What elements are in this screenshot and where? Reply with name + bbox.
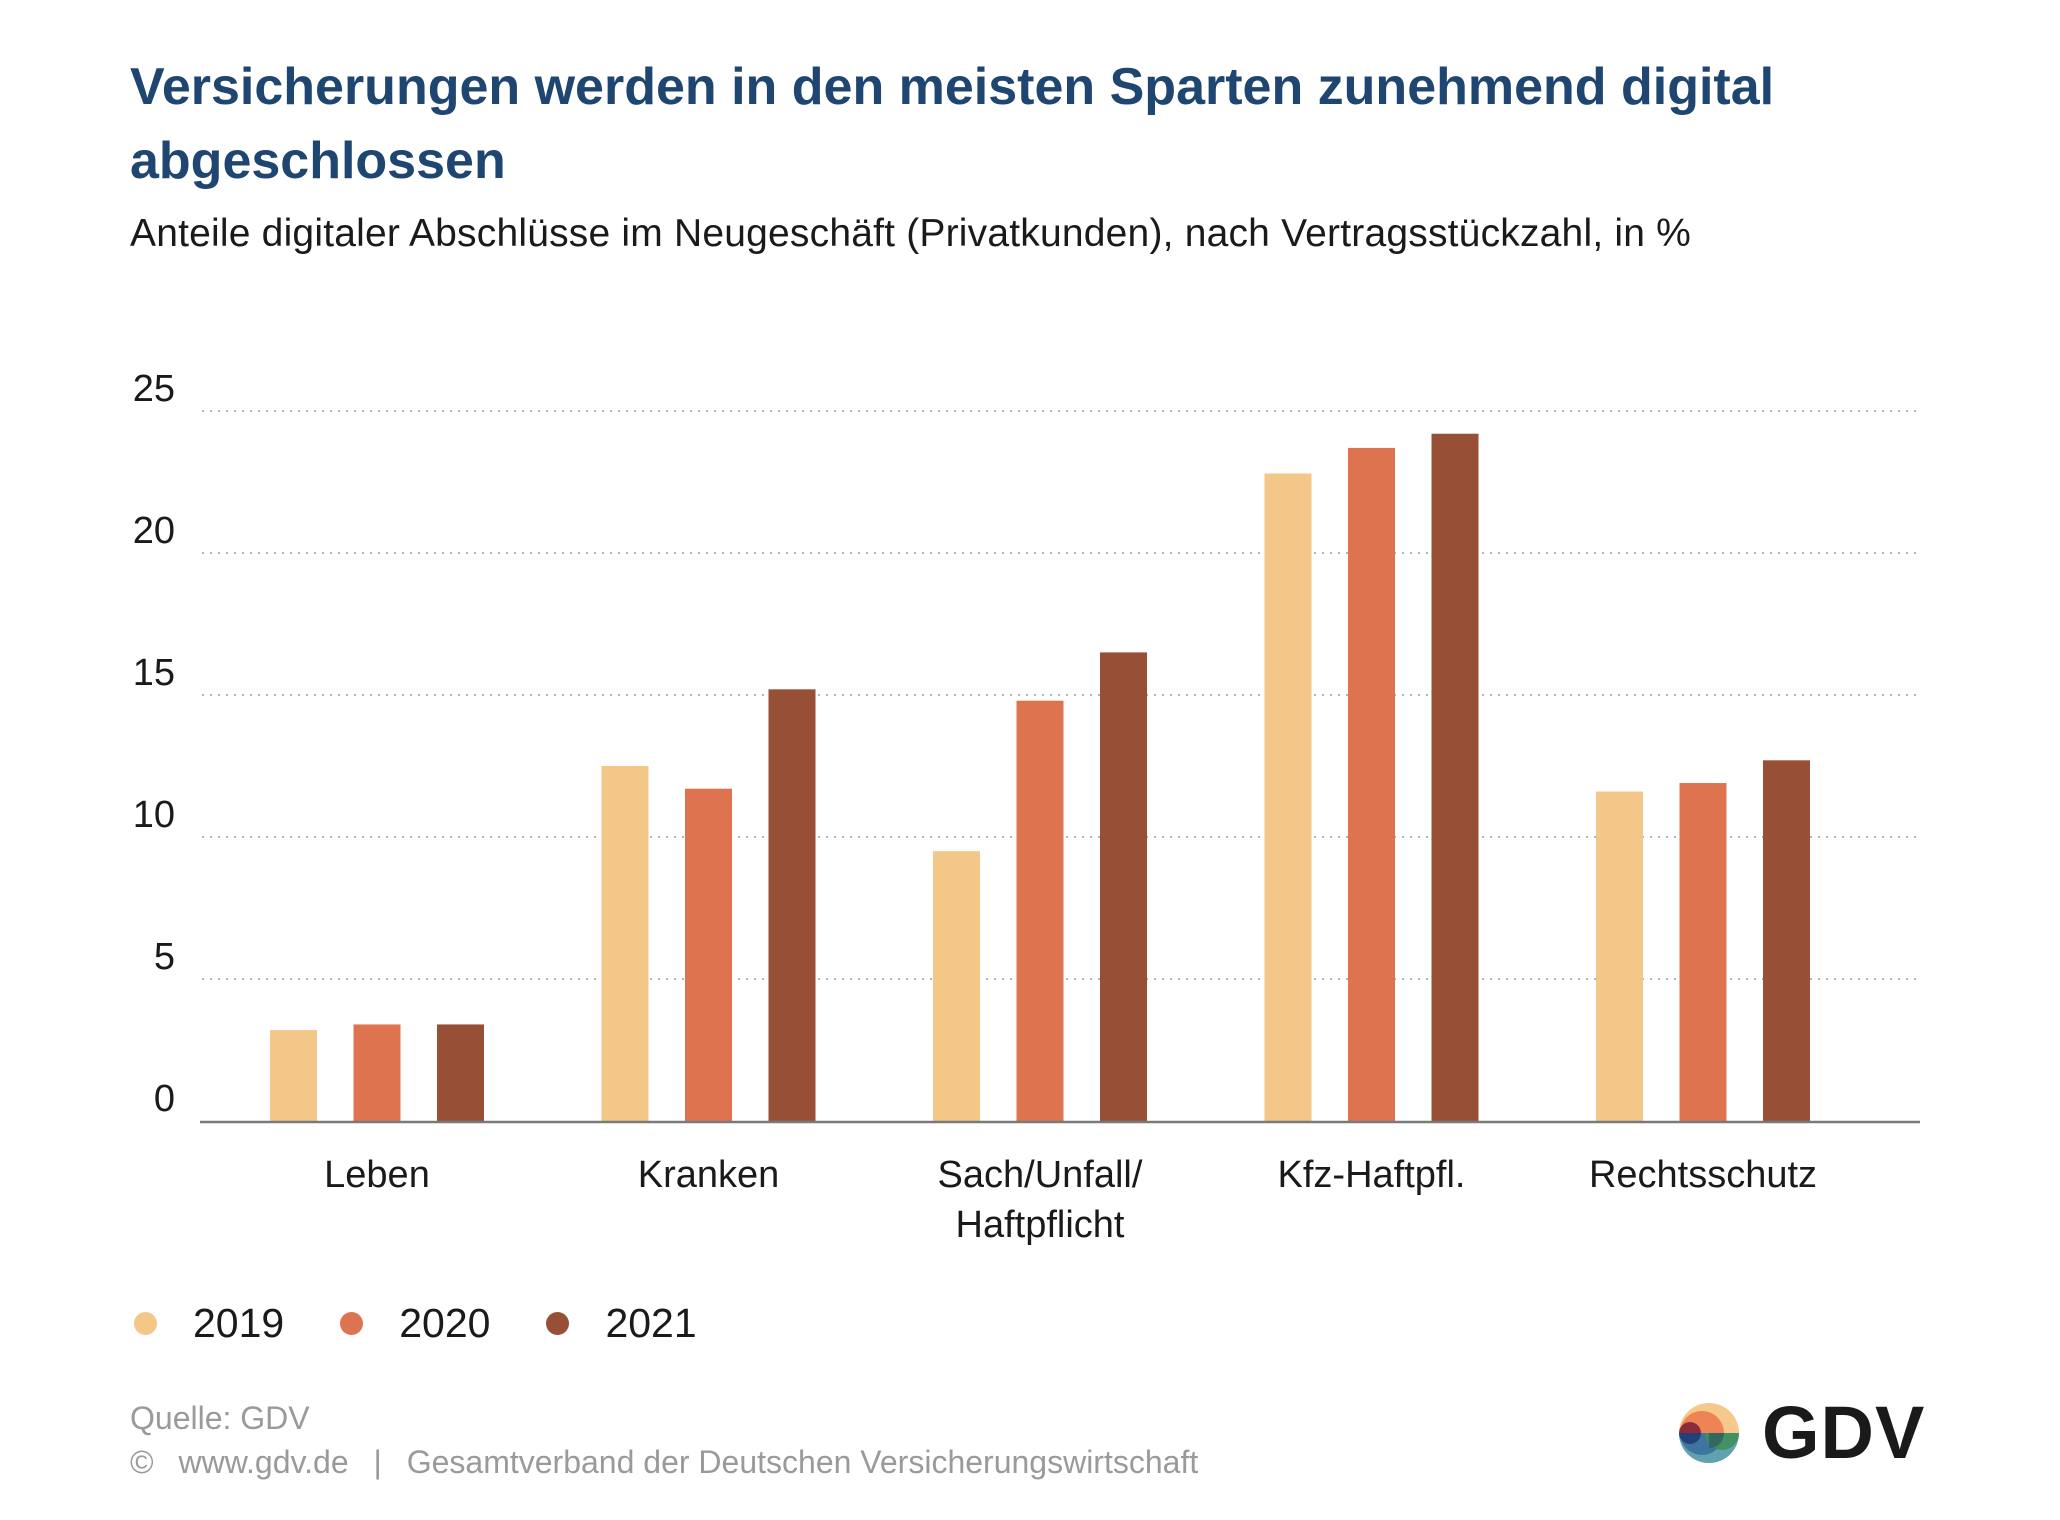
legend-item-2019: 2019 [130,1300,284,1347]
chart-subtitle: Anteile digitaler Abschlüsse im Neugesch… [130,212,1692,255]
website-link[interactable]: www.gdv.de [178,1444,349,1480]
gdv-logo: GDV [1678,1396,1925,1470]
legend-dot-icon [546,1312,570,1335]
legend-item-2020: 2020 [336,1300,490,1347]
x-tick-label: Kranken [638,1154,780,1196]
legend-label: 2020 [399,1300,491,1346]
bar-2019-1 [601,766,649,1121]
y-axis-ticks: 0 5 10 15 20 25 [133,368,175,1120]
bar-2021-2 [1100,652,1147,1121]
bar-2019-2 [933,851,980,1121]
bar-2020-4 [1679,783,1727,1121]
bar-2020-2 [1016,700,1064,1121]
legend-dot-icon [340,1312,364,1335]
bar-2020-3 [1348,447,1395,1121]
x-tick-label: Sach/Unfall/Haftpflicht [938,1154,1143,1246]
bar-chart: 0 5 10 15 20 25 Leben Kranken Sach/Unfall/Haftp… [133,368,1920,1246]
gdv-logo-text: GDV [1762,1391,1926,1474]
bar-2019-0 [270,1030,317,1121]
x-tick-label: Rechtsschutz [1589,1154,1817,1196]
bar-2019-4 [1596,791,1643,1121]
legend: 2019 2020 2021 [130,1300,749,1347]
x-tick-label: Leben [324,1154,430,1196]
legend-dot-icon [134,1312,157,1335]
legend-label: 2021 [605,1300,697,1346]
legend-label: 2019 [193,1300,285,1346]
footer: Quelle: GDV © www.gdv.de | Gesamtverband… [130,1396,1198,1484]
copyright-icon: © [130,1444,154,1480]
y-tick-label: 15 [133,652,175,694]
bar-2020-1 [685,788,732,1121]
gdv-logo-circle-icon [1679,1403,1739,1463]
source-note: Quelle: GDV [130,1400,310,1436]
bar-2021-4 [1763,760,1810,1121]
bar-2019-3 [1264,473,1312,1122]
bar-2021-0 [437,1024,484,1121]
legend-item-2021: 2021 [542,1300,697,1347]
x-tick-label: Kfz-Haftpfl. [1278,1154,1466,1196]
copyright-line: © www.gdv.de | Gesamtverband der Deutsch… [130,1440,1198,1484]
bar-2020-0 [353,1024,401,1121]
organization-name: Gesamtverband der Deutschen Versicherung… [406,1444,1199,1480]
y-tick-label: 25 [133,368,175,410]
separator: | [373,1444,382,1480]
y-tick-label: 20 [133,510,175,552]
chart-title: Versicherungen werden in den meisten Spa… [130,58,1775,190]
y-tick-label: 10 [133,794,175,836]
bars [270,433,1810,1122]
bar-2021-3 [1431,433,1479,1122]
y-tick-label: 0 [154,1078,175,1120]
x-axis-labels: Leben Kranken Sach/Unfall/Haftpflicht Kfz-H… [324,1154,1817,1246]
bar-2021-1 [768,689,816,1121]
y-tick-label: 5 [154,936,175,978]
